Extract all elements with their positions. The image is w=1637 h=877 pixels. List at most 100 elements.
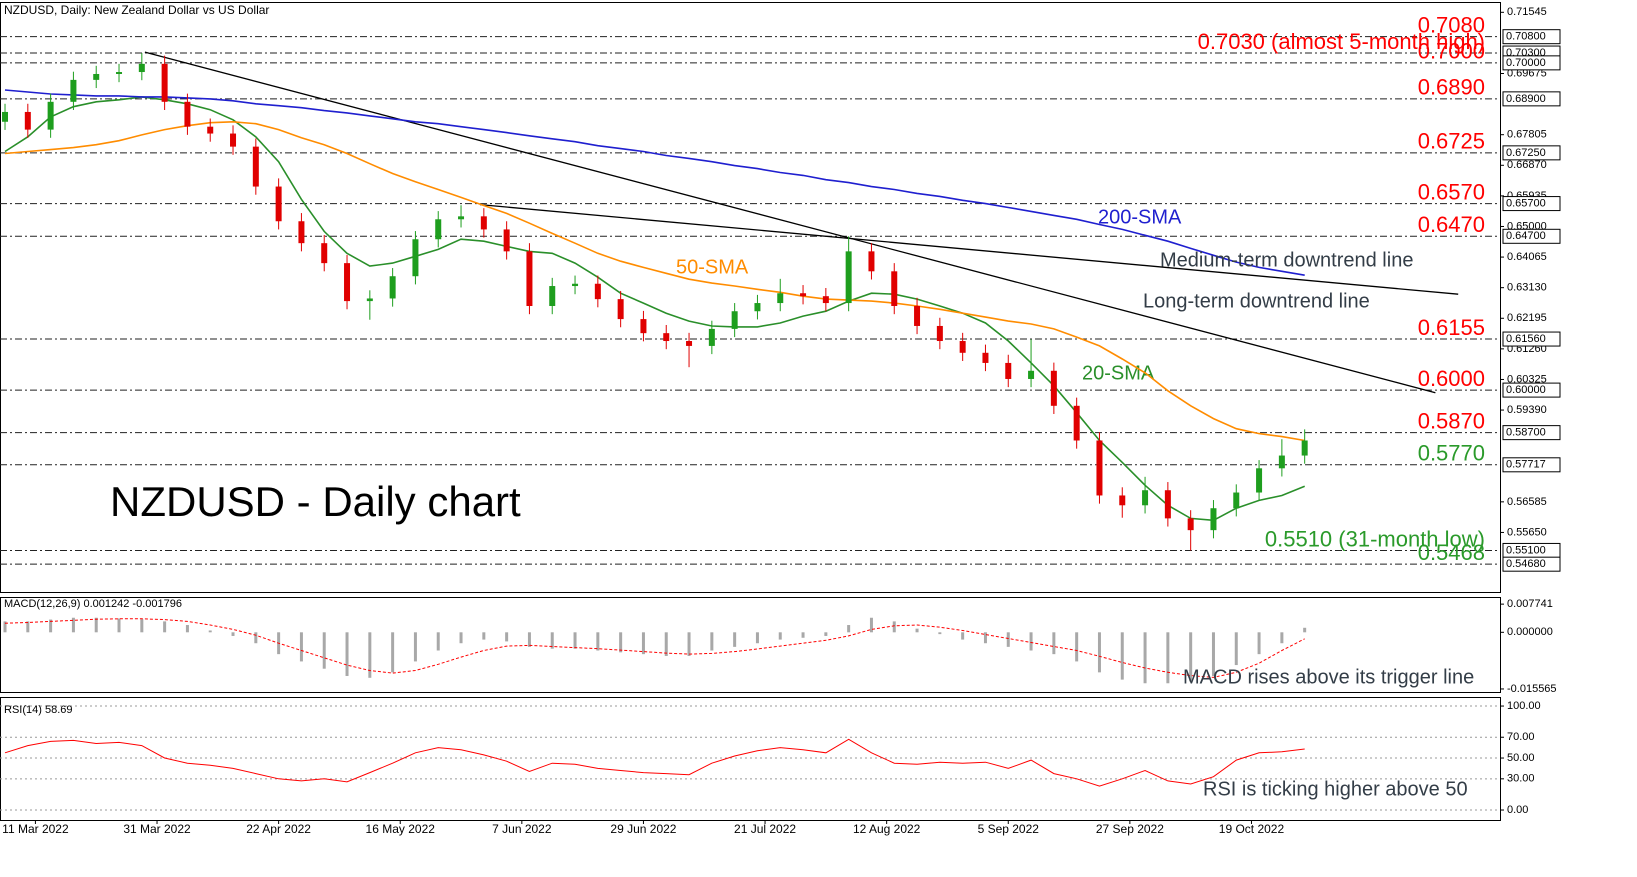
x-tick-label: 12 Aug 2022	[853, 822, 921, 836]
candle-body	[344, 263, 351, 302]
macd-bar	[801, 632, 805, 638]
level-label: 0.6570	[1418, 179, 1485, 204]
candle-body	[845, 251, 852, 304]
y-tick-label: 0.55650	[1507, 526, 1547, 538]
macd-bar	[938, 632, 942, 635]
level-axis-label: 0.58700	[1506, 427, 1546, 439]
candle-body	[1119, 495, 1126, 506]
candle-body	[435, 219, 442, 240]
sma-line	[4, 120, 1305, 442]
candle-body	[298, 221, 305, 244]
panel-title: RSI(14) 58.69	[4, 704, 72, 716]
candle-body	[572, 283, 579, 287]
macd-bar	[482, 632, 486, 640]
level-label: 0.7080	[1418, 12, 1485, 37]
candle-body	[617, 299, 624, 320]
candle-body	[389, 276, 396, 299]
level-label: 0.7030 (almost 5-month high)	[1198, 29, 1485, 54]
macd-bar	[94, 617, 98, 633]
x-tick-label: 27 Sep 2022	[1096, 822, 1164, 836]
macd-bar	[1120, 632, 1124, 680]
candle-body	[1164, 490, 1171, 519]
y-tick-label: 30.00	[1507, 773, 1535, 785]
y-tick-label: 0.67805	[1507, 129, 1547, 141]
macd-bar	[1075, 632, 1079, 662]
macd-bar	[299, 632, 303, 662]
candle-body	[822, 296, 829, 304]
macd-bar	[961, 632, 965, 640]
level-label: 0.6890	[1418, 75, 1485, 100]
macd-bar	[1257, 632, 1261, 655]
level-axis-label: 0.61560	[1506, 333, 1546, 345]
sma-line	[4, 89, 1305, 276]
candle-body	[686, 341, 693, 346]
macd-bar	[824, 632, 828, 636]
level-axis-label: 0.67250	[1506, 147, 1546, 159]
level-axis-label: 0.70000	[1506, 57, 1546, 69]
candle-body	[24, 111, 31, 130]
candle-body	[458, 216, 465, 220]
candle-body	[1210, 508, 1217, 531]
macd-bar	[26, 621, 30, 633]
macd-bar	[664, 632, 668, 656]
level-axis-label: 0.55100	[1506, 544, 1546, 556]
level-label: 0.5468	[1418, 540, 1485, 565]
candle-body	[800, 293, 807, 297]
x-tick-label: 29 Jun 2022	[610, 822, 676, 836]
candle-body	[594, 283, 601, 300]
macd-bar	[413, 632, 417, 662]
level-axis-label: 0.64700	[1506, 230, 1546, 242]
x-tick-label: 16 May 2022	[366, 822, 436, 836]
macd-bar	[140, 619, 144, 633]
macd-bar	[3, 621, 7, 633]
y-tick-label: 0.000000	[1507, 626, 1553, 638]
macd-bar	[1097, 632, 1101, 673]
macd-bar	[733, 632, 737, 647]
macd-bar	[208, 630, 212, 633]
trendline-label: Long-term downtrend line	[1143, 290, 1370, 312]
candle-body	[1256, 468, 1263, 493]
macd-bar	[869, 617, 873, 633]
sma-label: 200-SMA	[1098, 206, 1182, 228]
candle-body	[1301, 440, 1308, 456]
candle-body	[47, 101, 54, 130]
candle-body	[1278, 455, 1285, 469]
candle-body	[275, 186, 282, 222]
macd-bar	[1006, 632, 1010, 647]
macd-bar	[345, 632, 349, 676]
candle-body	[708, 328, 715, 346]
y-tick-label: 0.59390	[1507, 404, 1547, 416]
y-tick-label: 0.60325	[1507, 373, 1547, 385]
candle-body	[93, 73, 100, 80]
x-tick-label: 7 Jun 2022	[492, 822, 552, 836]
macd-bar	[459, 632, 463, 644]
candle-body	[914, 305, 921, 326]
level-label: 0.6470	[1418, 212, 1485, 237]
level-label: 0.6155	[1418, 315, 1485, 340]
macd-bar	[185, 625, 189, 633]
candle-body	[1073, 405, 1080, 441]
level-axis-label: 0.70800	[1506, 31, 1546, 43]
y-tick-label: 0.66870	[1507, 159, 1547, 171]
macd-bar	[391, 632, 395, 673]
level-axis-label: 0.57717	[1506, 459, 1546, 471]
signal-line	[4, 618, 1305, 678]
level-axis-label: 0.65700	[1506, 197, 1546, 209]
macd-bar	[778, 632, 782, 640]
macd-bar	[573, 632, 577, 649]
y-tick-label: 0.71545	[1507, 6, 1547, 18]
candle-body	[959, 341, 966, 353]
candle-body	[549, 286, 556, 306]
annotation: RSI is ticking higher above 50	[1203, 778, 1468, 800]
macd-bar	[755, 632, 759, 644]
y-tick-label: 0.007741	[1507, 598, 1553, 610]
sma-label: 50-SMA	[676, 256, 749, 278]
macd-bar	[892, 621, 896, 633]
candle-body	[480, 216, 487, 230]
macd-bar	[983, 632, 987, 644]
level-axis-box	[1502, 228, 1561, 244]
macd-bar	[163, 621, 167, 633]
x-tick-label: 22 Apr 2022	[246, 822, 311, 836]
level-axis-box	[1502, 457, 1561, 473]
